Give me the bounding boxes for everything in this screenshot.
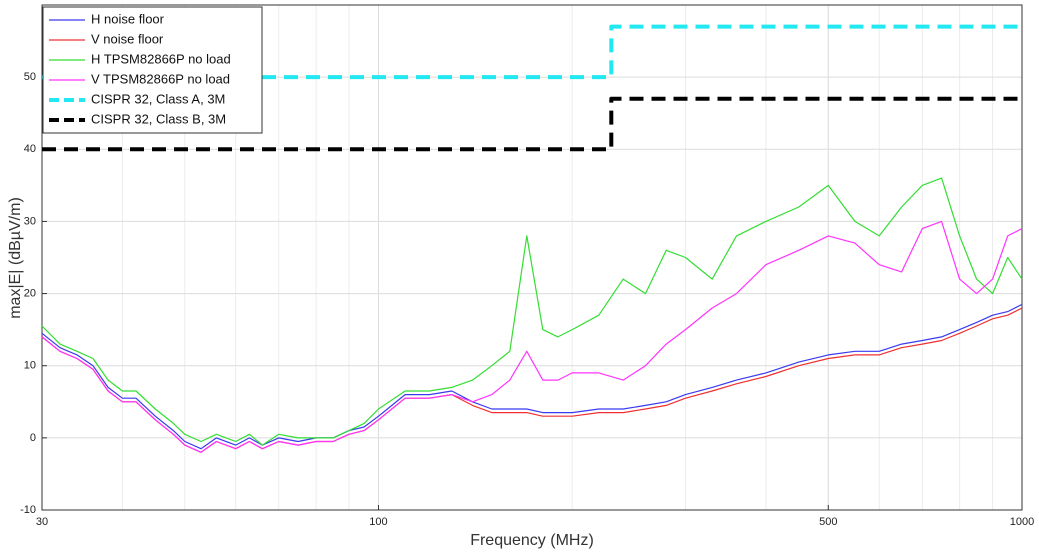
series-line xyxy=(41,303,1023,450)
legend: H noise floor V noise floor H TPSM82866P n… xyxy=(42,6,263,134)
x-axis-label: Frequency (MHz) xyxy=(470,532,594,549)
y-axis-label: max|E| (dBµV/m) xyxy=(7,197,24,319)
series-line xyxy=(42,24,1022,80)
y-tick-label: 40 xyxy=(24,143,36,155)
y-tick-label: 50 xyxy=(24,71,36,83)
y-tick-label: 0 xyxy=(30,432,36,444)
legend-text: H TPSM82866P no load xyxy=(91,51,231,66)
plot-frame xyxy=(41,4,1023,511)
x-tick-label: 30 xyxy=(36,516,48,528)
y-tick-label: -10 xyxy=(20,504,36,516)
y-tick-label: 20 xyxy=(24,287,36,299)
legend-text: V TPSM82866P no load xyxy=(91,71,230,86)
y-tick-label: 10 xyxy=(24,360,36,372)
legend-box xyxy=(42,6,263,134)
legend-text: V noise floor xyxy=(91,31,164,46)
legend-text: CISPR 32, Class A, 3M xyxy=(91,91,225,106)
series-line xyxy=(41,220,1023,453)
x-tick-label: 1000 xyxy=(1010,516,1034,528)
legend-text: CISPR 32, Class B, 3M xyxy=(91,111,226,126)
y-tick-label: 30 xyxy=(24,215,36,227)
series-line xyxy=(41,177,1023,446)
x-tick-label: 100 xyxy=(369,516,387,528)
legend-text: H noise floor xyxy=(91,11,165,26)
series-line xyxy=(42,96,1022,152)
x-tick-label: 500 xyxy=(819,516,837,528)
